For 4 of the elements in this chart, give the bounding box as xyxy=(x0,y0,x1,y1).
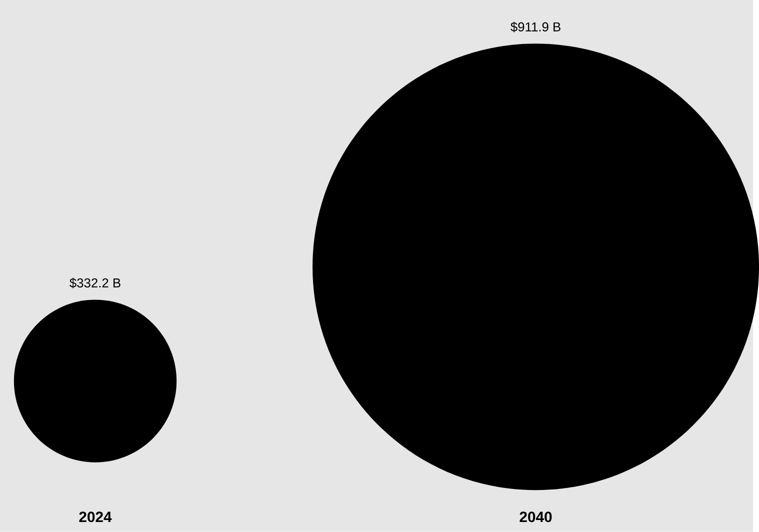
data-label: $911.9 B xyxy=(510,22,560,32)
category-label: 2040 xyxy=(520,512,552,522)
category-label: 2024 xyxy=(79,512,112,522)
data-label: $332.2 B xyxy=(70,278,120,288)
